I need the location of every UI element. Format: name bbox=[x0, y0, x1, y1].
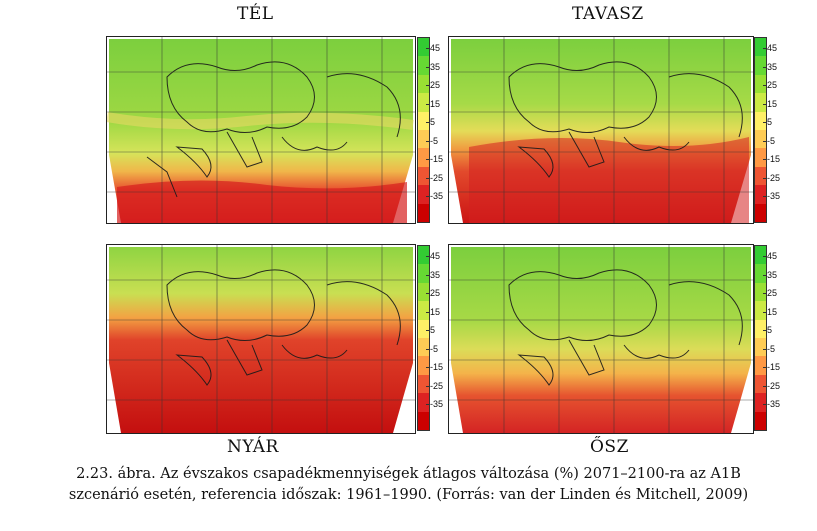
colorbar-tick-label: -5 bbox=[762, 135, 776, 146]
colorbar-winter: 45 35 25 15 5 -5 -15 -25 -35 bbox=[417, 37, 491, 235]
colorbar-segment bbox=[755, 356, 766, 376]
colorbar-autumn: 45 35 25 15 5 -5 -15 -25 -35 bbox=[754, 245, 817, 443]
colorbar-tick-label: -25 bbox=[425, 172, 444, 183]
colorbar-segment bbox=[418, 246, 429, 265]
colorbar-tick-label: -5 bbox=[425, 135, 439, 146]
colorbar-segment bbox=[418, 166, 429, 186]
colorbar-gradient bbox=[754, 37, 767, 223]
colorbar-segment bbox=[418, 301, 429, 321]
colorbar-tick-label: -15 bbox=[425, 362, 444, 372]
colorbar-tick-label: 25 bbox=[425, 288, 441, 298]
colorbar-segment bbox=[755, 166, 766, 186]
title-spring: TAVASZ bbox=[572, 4, 644, 24]
colorbar-spring: 45 35 25 15 5 -5 -15 -25 -35 bbox=[754, 37, 817, 235]
caption-line-2: szcenárió esetén, referencia időszak: 19… bbox=[68, 487, 749, 503]
colorbar-segment bbox=[755, 203, 766, 223]
colorbar-tick-label: 15 bbox=[762, 98, 778, 109]
title-autumn: ŐSZ bbox=[590, 437, 629, 457]
figure-caption: 2.23. ábra. Az évszakos csapadékmennyisé… bbox=[0, 464, 817, 506]
colorbar-segment bbox=[755, 38, 766, 57]
colorbar-tick-label: -35 bbox=[762, 191, 781, 201]
colorbar-tick-label: 45 bbox=[762, 251, 778, 261]
colorbar-segment bbox=[418, 130, 429, 149]
colorbar-segment bbox=[418, 264, 429, 284]
colorbar-segment bbox=[755, 301, 766, 321]
map-autumn bbox=[448, 244, 754, 434]
colorbar-tick-label: 45 bbox=[762, 43, 778, 53]
colorbar-tick-label: 15 bbox=[425, 98, 441, 109]
colorbar-segment bbox=[418, 282, 429, 302]
colorbar-tick-label: 35 bbox=[762, 269, 778, 280]
colorbar-tick-label: -15 bbox=[425, 154, 444, 164]
colorbar-tick-label: 35 bbox=[762, 61, 778, 72]
map-winter bbox=[106, 36, 416, 224]
colorbar-gradient bbox=[754, 245, 767, 431]
colorbar-segment bbox=[418, 148, 429, 168]
colorbar-segment bbox=[418, 356, 429, 376]
colorbar-tick-label: 5 bbox=[425, 117, 436, 127]
colorbar-segment bbox=[418, 203, 429, 223]
colorbar-gradient bbox=[417, 245, 430, 431]
colorbar-segment bbox=[755, 338, 766, 357]
colorbar-tick-label: -5 bbox=[425, 343, 439, 354]
colorbar-segment bbox=[755, 393, 766, 413]
colorbar-tick-label: -25 bbox=[762, 380, 781, 391]
colorbar-segment bbox=[755, 411, 766, 431]
colorbar-segment bbox=[418, 111, 429, 131]
colorbar-tick-label: 5 bbox=[425, 325, 436, 335]
colorbar-tick-label: -35 bbox=[762, 399, 781, 409]
colorbar-tick-label: 35 bbox=[425, 61, 441, 72]
colorbar-segment bbox=[418, 338, 429, 357]
colorbar-tick-label: -35 bbox=[425, 399, 444, 409]
caption-line-1: 2.23. ábra. Az évszakos csapadékmennyisé… bbox=[76, 466, 741, 482]
colorbar-tick-label: 25 bbox=[762, 80, 778, 90]
colorbar-tick-label: -25 bbox=[425, 380, 444, 391]
colorbar-segment bbox=[755, 56, 766, 76]
colorbar-tick-label: -25 bbox=[762, 172, 781, 183]
map-spring bbox=[448, 36, 754, 224]
colorbar-segment bbox=[418, 38, 429, 57]
colorbar-tick-label: 5 bbox=[762, 325, 773, 335]
map-spring-svg bbox=[449, 37, 753, 223]
colorbar-tick-label: 45 bbox=[425, 251, 441, 261]
map-winter-svg bbox=[107, 37, 415, 223]
title-summer: NYÁR bbox=[227, 437, 279, 457]
colorbar-tick-label: 5 bbox=[762, 117, 773, 127]
colorbar-segment bbox=[755, 74, 766, 94]
colorbar-segment bbox=[418, 56, 429, 76]
colorbar-tick-label: 15 bbox=[762, 306, 778, 317]
colorbar-tick-label: 25 bbox=[425, 80, 441, 90]
map-summer bbox=[106, 244, 416, 434]
colorbar-segment bbox=[755, 246, 766, 265]
colorbar-tick-label: -15 bbox=[762, 362, 781, 372]
colorbar-segment bbox=[755, 185, 766, 205]
colorbar-segment bbox=[418, 374, 429, 394]
colorbar-segment bbox=[755, 282, 766, 302]
colorbar-segment bbox=[755, 374, 766, 394]
colorbar-tick-label: 15 bbox=[425, 306, 441, 317]
colorbar-tick-label: 25 bbox=[762, 288, 778, 298]
colorbar-tick-label: -15 bbox=[762, 154, 781, 164]
colorbar-segment bbox=[755, 111, 766, 131]
colorbar-tick-label: 35 bbox=[425, 269, 441, 280]
colorbar-summer: 45 35 25 15 5 -5 -15 -25 -35 bbox=[417, 245, 491, 443]
colorbar-tick-label: -35 bbox=[425, 191, 444, 201]
map-autumn-svg bbox=[449, 245, 753, 433]
colorbar-segment bbox=[418, 411, 429, 431]
colorbar-segment bbox=[418, 319, 429, 339]
colorbar-segment bbox=[755, 93, 766, 113]
colorbar-gradient bbox=[417, 37, 430, 223]
colorbar-segment bbox=[755, 319, 766, 339]
colorbar-segment bbox=[418, 74, 429, 94]
colorbar-segment bbox=[418, 93, 429, 113]
colorbar-segment bbox=[755, 148, 766, 168]
colorbar-tick-label: 45 bbox=[425, 43, 441, 53]
map-summer-svg bbox=[107, 245, 415, 433]
colorbar-segment bbox=[418, 185, 429, 205]
colorbar-segment bbox=[755, 264, 766, 284]
colorbar-segment bbox=[755, 130, 766, 149]
title-winter: TÉL bbox=[237, 4, 274, 24]
colorbar-segment bbox=[418, 393, 429, 413]
colorbar-tick-label: -5 bbox=[762, 343, 776, 354]
